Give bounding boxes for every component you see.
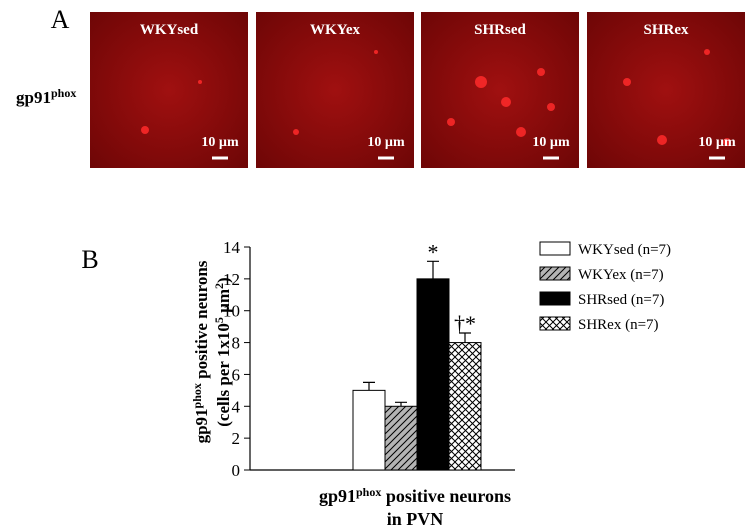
scale-label: 10 µm xyxy=(532,135,570,150)
x-axis-label: gp91phox positive neurons xyxy=(319,485,511,506)
legend-swatch xyxy=(539,266,571,281)
y-tick-label: 2 xyxy=(232,429,241,448)
row-label: gp91phox xyxy=(16,86,76,107)
y-label-part: ) xyxy=(214,277,233,283)
micrograph xyxy=(90,12,248,168)
scale-label: 10 µm xyxy=(698,135,736,150)
micrograph xyxy=(421,12,579,168)
x-label-part: positive neurons xyxy=(381,486,511,506)
y-axis-label: (cells per 1x105 µm2) xyxy=(212,277,233,426)
legend-swatch xyxy=(539,316,571,331)
legend-label: WKYsed (n=7) xyxy=(578,242,671,258)
y-label-part: gp91 xyxy=(192,408,211,443)
y-label-sup: 2 xyxy=(212,283,226,289)
cell-spot xyxy=(723,138,731,146)
cell-spot xyxy=(198,80,202,84)
x-label-sup: phox xyxy=(356,485,381,499)
cell-spot xyxy=(537,68,545,76)
cell-spot xyxy=(501,97,511,107)
x-axis-label: in PVN xyxy=(387,509,444,529)
legend-label: SHRex (n=7) xyxy=(578,317,659,333)
significance-mark: * xyxy=(428,239,439,264)
y-tick-label: 4 xyxy=(232,397,241,416)
y-tick-label: 8 xyxy=(232,334,241,353)
image-title: SHRex xyxy=(644,22,690,38)
panel-letter: B xyxy=(81,245,98,274)
bar xyxy=(384,405,418,471)
y-tick-label: 14 xyxy=(223,238,241,257)
cell-spot xyxy=(141,126,149,134)
error-bar xyxy=(459,332,471,343)
y-tick-label: 10 xyxy=(223,302,240,321)
cell-spot xyxy=(704,49,710,55)
y-label-part: positive neurons xyxy=(192,260,211,383)
y-tick-label: 12 xyxy=(223,270,240,289)
micrograph-row: WKYsed 10 µm WKYex 10 µm SHRsed 10 µm SHRex 10 … xyxy=(90,12,745,168)
legend-swatch xyxy=(539,241,571,256)
bar xyxy=(416,278,450,471)
cell-spot xyxy=(657,135,667,145)
cell-spot xyxy=(475,76,487,88)
cell-spot xyxy=(293,129,299,135)
error-bar xyxy=(427,260,439,279)
y-label-part: (cells per 1x10 xyxy=(214,323,233,427)
y-tick-label: 0 xyxy=(232,461,241,480)
y-label-sup: 5 xyxy=(212,317,226,323)
legend-label: WKYex (n=7) xyxy=(578,267,664,283)
cell-spot xyxy=(447,118,455,126)
image-title: WKYex xyxy=(310,22,360,38)
error-bar xyxy=(395,401,407,407)
cell-spot xyxy=(547,103,555,111)
cell-spot xyxy=(516,127,526,137)
cell-spot xyxy=(374,50,378,54)
y-label-part: µm xyxy=(214,289,233,317)
cell-spot xyxy=(623,78,631,86)
scale-label: 10 µm xyxy=(201,135,239,150)
x-label-part: gp91 xyxy=(319,486,356,506)
micrograph xyxy=(256,12,414,168)
significance-mark: †* xyxy=(454,311,476,336)
row-label-sup: phox xyxy=(51,86,76,100)
bar xyxy=(352,389,386,471)
row-label-part: gp91 xyxy=(16,88,51,107)
y-tick-label: 6 xyxy=(232,365,241,384)
legend-swatch xyxy=(539,291,571,306)
image-title: SHRsed xyxy=(474,22,526,38)
y-axis-label: gp91phox positive neurons xyxy=(190,260,211,443)
panel-letter: A xyxy=(51,5,70,34)
legend-label: SHRsed (n=7) xyxy=(578,292,664,308)
scale-label: 10 µm xyxy=(367,135,405,150)
error-bar xyxy=(363,381,375,391)
image-title: WKYsed xyxy=(140,22,199,38)
bar xyxy=(448,342,482,471)
y-label-sup: phox xyxy=(190,383,204,408)
